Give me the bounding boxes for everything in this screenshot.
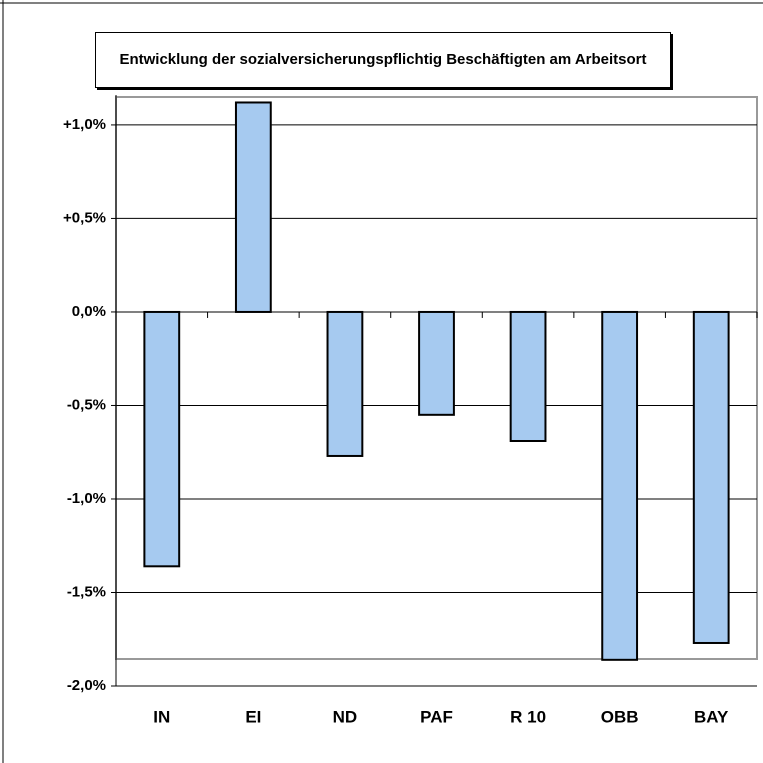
y-tick-label: -1,5% (67, 583, 106, 600)
x-tick-label: BAY (694, 707, 729, 726)
x-tick-label: IN (153, 707, 170, 726)
bar (143, 310, 181, 568)
x-tick-label: OBB (601, 707, 639, 726)
y-tick-label: +1,0% (63, 116, 106, 133)
chart-title: Entwicklung der sozialversicherungspflic… (95, 32, 671, 88)
y-tick-label: -1,0% (67, 490, 106, 507)
y-tick-label: +0,5% (63, 209, 106, 226)
bar (509, 310, 547, 442)
y-tick-label: -2,0% (67, 677, 106, 694)
bar (601, 310, 639, 661)
x-tick-label: PAF (420, 707, 453, 726)
y-tick-label: 0,0% (72, 303, 106, 320)
bar (692, 310, 730, 644)
bar (326, 310, 364, 457)
x-tick-label: EI (245, 707, 261, 726)
bar (418, 310, 455, 416)
x-tick-label: ND (333, 707, 358, 726)
y-tick-label: -0,5% (67, 396, 106, 413)
bar (234, 101, 272, 313)
x-tick-label: R 10 (510, 707, 546, 726)
